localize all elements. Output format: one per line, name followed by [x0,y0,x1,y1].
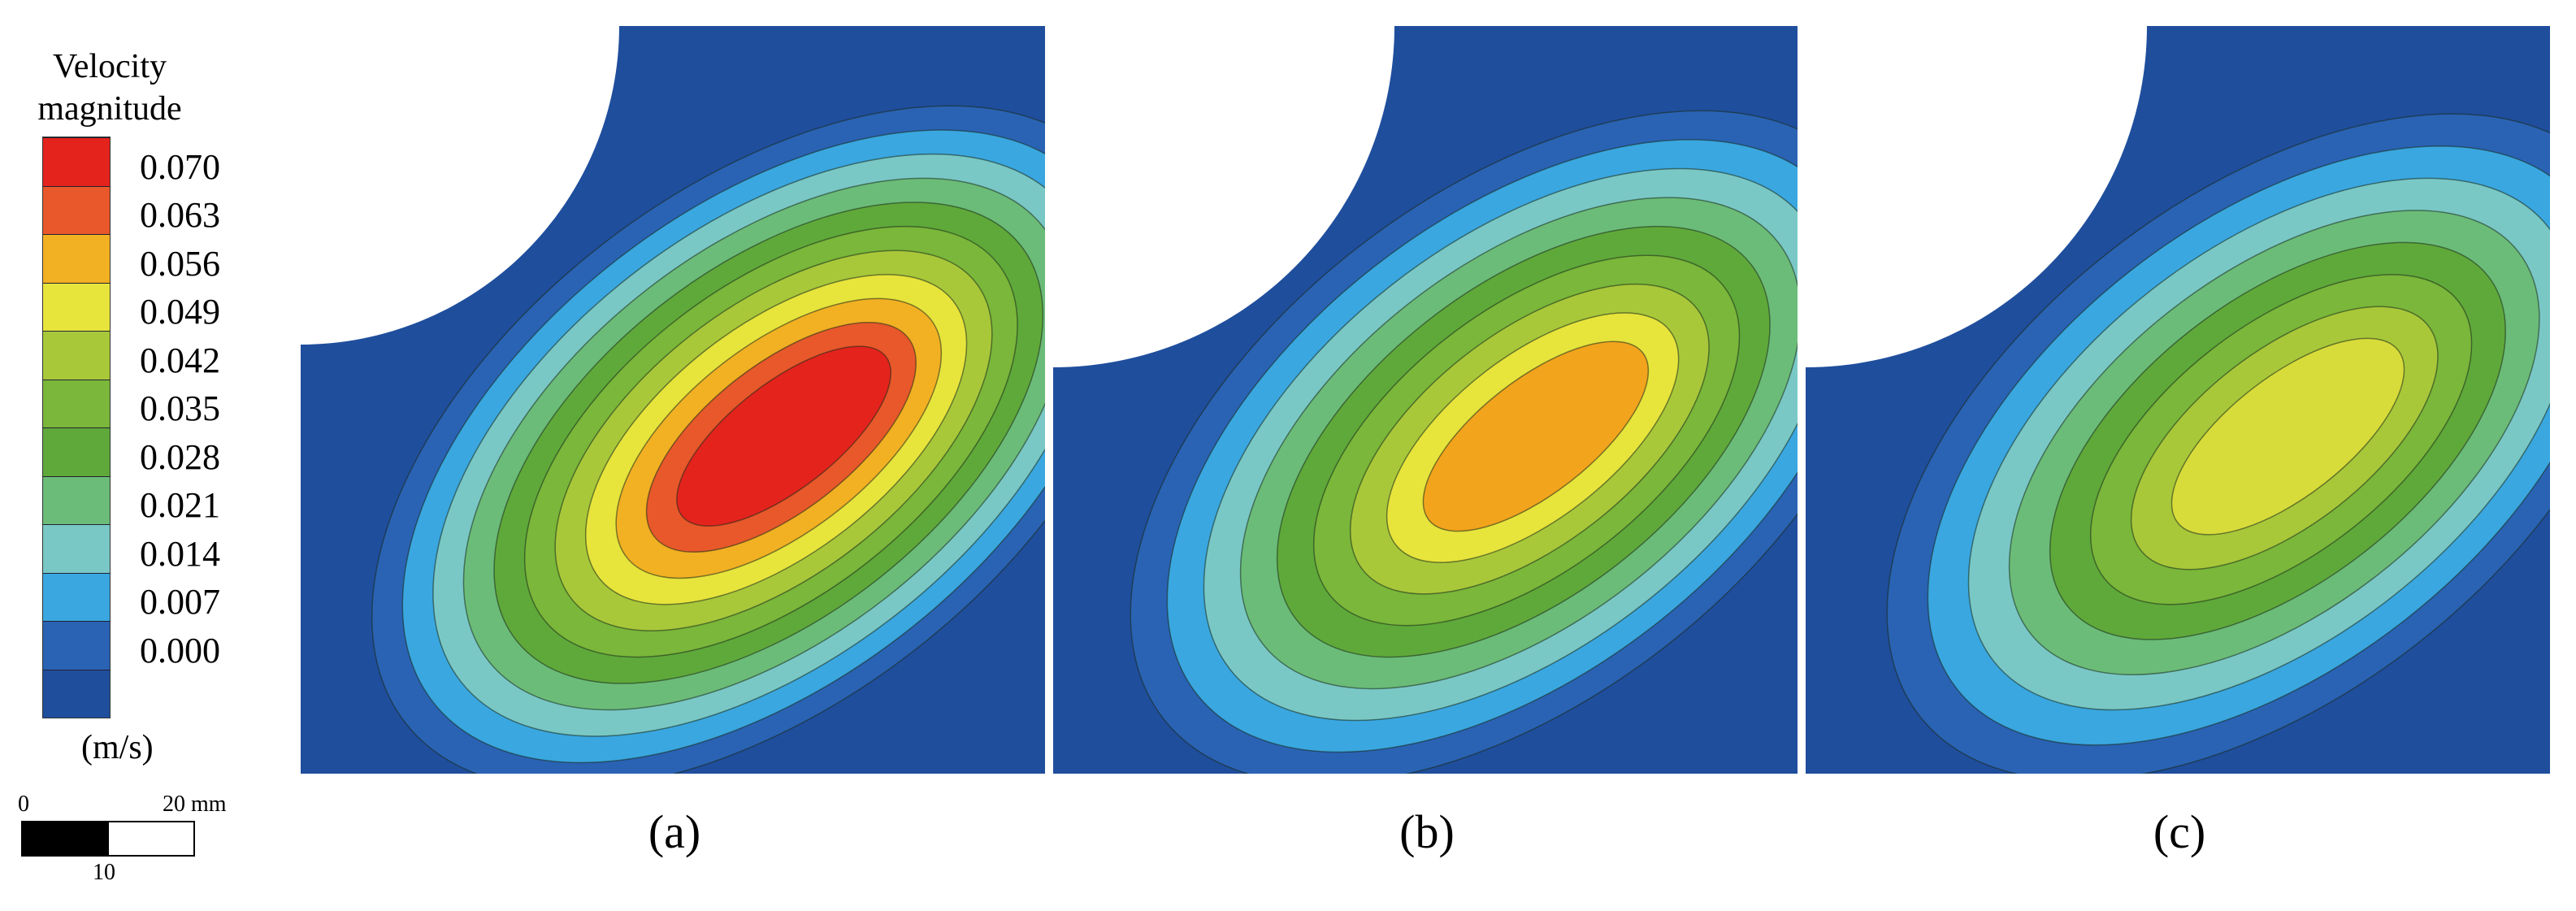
contour-band [676,345,891,527]
legend-title-line2: magnitude [37,90,182,128]
colorbar-tick-label: 0.021 [140,485,220,525]
contour-panel-b [1053,26,1798,774]
colorbar-segment [43,137,110,186]
colorbar-segment [43,185,110,234]
scale-mid-label: 10 [93,860,115,885]
scale-white-segment [107,821,195,857]
panel-label-b: (b) [1399,805,1455,858]
colorbar-tick-label: 0.000 [140,630,220,670]
legend-title: Velocity magnitude [16,46,203,130]
colorbar-segment [43,234,110,283]
scale-black-segment [21,821,109,857]
scale-zero-label: 0 [18,792,29,817]
colorbar-tick-label: 0.035 [140,388,220,428]
colorbar-segment [43,572,110,621]
colorbar-segment [43,524,110,573]
cylinder-cutout [1806,26,2147,367]
scale-end-label: 20 mm [163,792,227,817]
colorbar-tick-label: 0.056 [140,243,220,284]
colorbar-tick-label: 0.007 [140,582,220,622]
contour-panel-a [301,26,1045,774]
colorbar [42,137,111,718]
colorbar-segment [43,621,110,670]
contour-band [1422,341,1650,532]
colorbar-segment [43,331,110,380]
colorbar-segment [43,379,110,427]
panel-label-a: (a) [648,805,701,858]
colorbar-tick-label: 0.063 [140,195,220,235]
contour-band [2171,337,2405,536]
colorbar-tick-label: 0.070 [140,146,220,187]
contour-panel-c [1806,26,2550,774]
legend-title-line1: Velocity [53,48,167,85]
legend-unit: (m/s) [81,729,154,766]
scale-bar: 0 20 mm 10 [18,792,262,885]
panel-label-c: (c) [2153,805,2206,858]
colorbar-tick-label: 0.049 [140,292,220,332]
colorbar-segment [43,427,110,476]
colorbar-tick-label: 0.042 [140,340,220,380]
colorbar-segment [43,282,110,331]
colorbar-tick-label: 0.028 [140,436,220,477]
cylinder-cutout [1053,26,1394,367]
colorbar-tick-label: 0.014 [140,533,220,574]
colorbar-segment [43,475,110,524]
cylinder-cutout [301,26,619,345]
colorbar-segment [43,669,110,718]
